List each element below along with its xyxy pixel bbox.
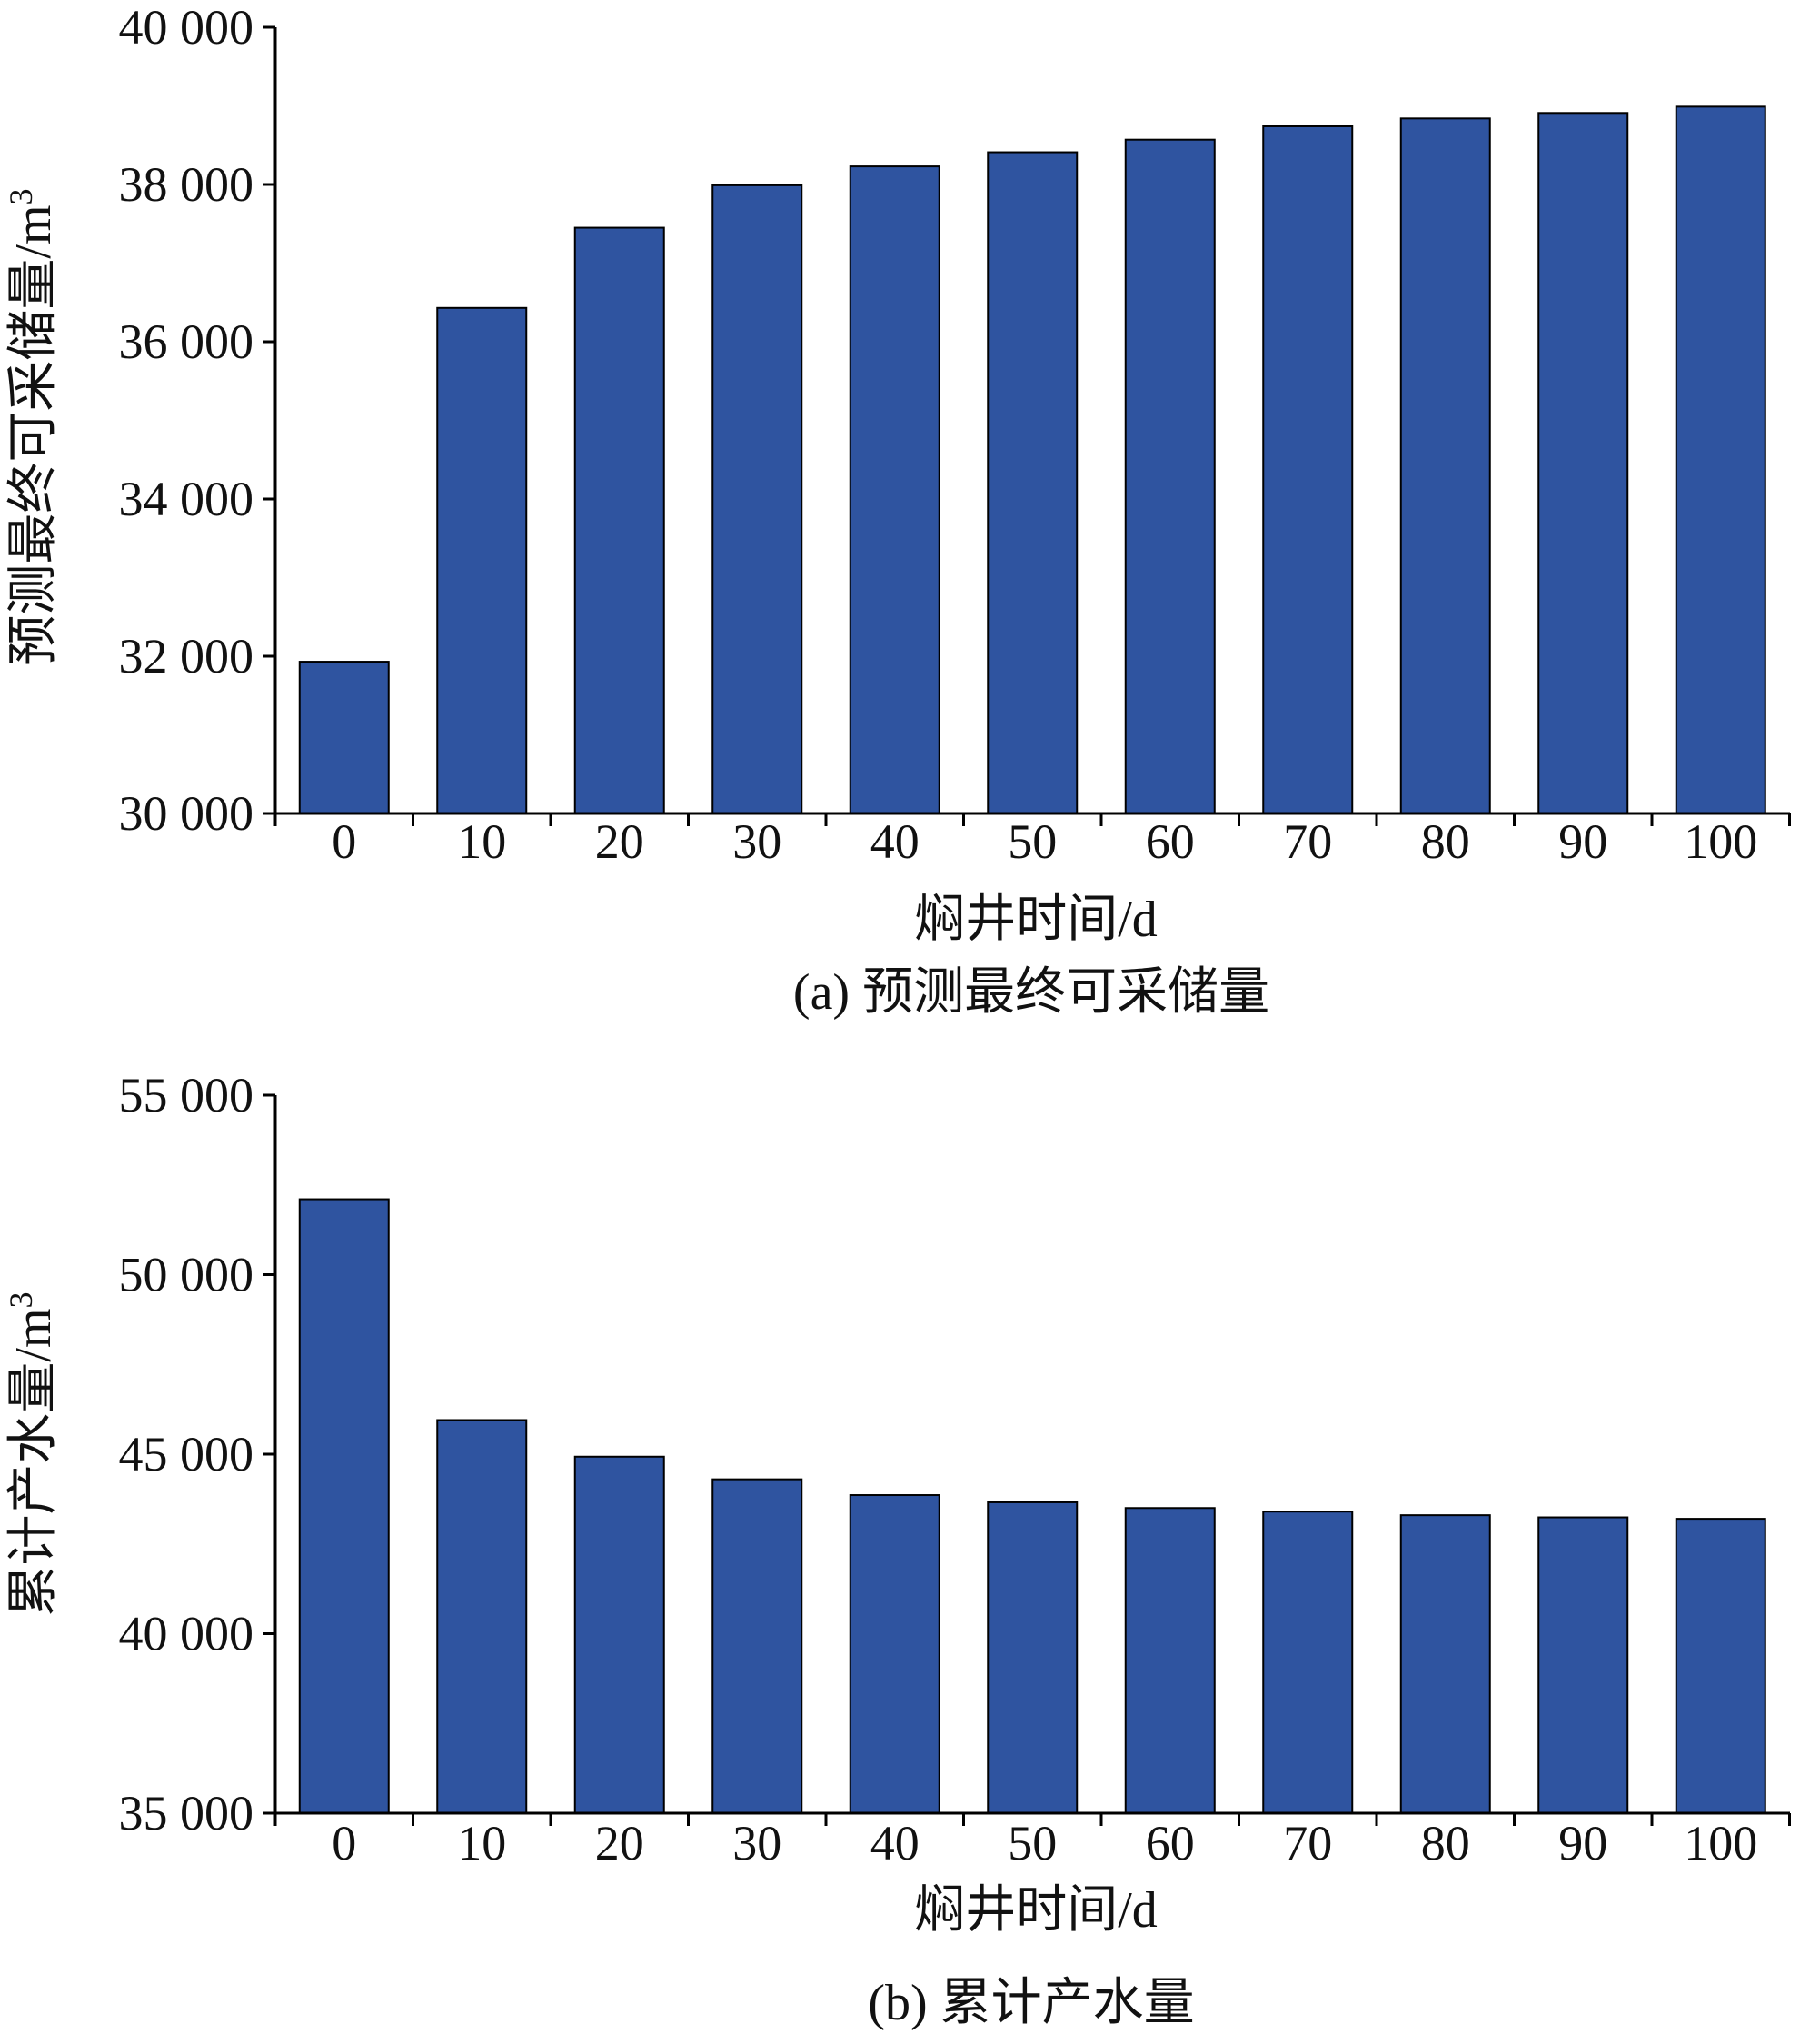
chart-b-caption: (b) 累计产水量 bbox=[868, 1975, 1194, 2031]
chart-a-bar bbox=[849, 165, 940, 815]
chart-b-x-tick-label: 100 bbox=[1684, 1816, 1757, 1870]
chart-b-x-tick-label: 0 bbox=[332, 1816, 356, 1870]
chart-a-y-tick-label: 36 000 bbox=[119, 314, 254, 369]
chart-a-y-tick-label: 38 000 bbox=[119, 157, 254, 212]
chart-b-y-tick-label: 45 000 bbox=[119, 1427, 254, 1481]
chart-a-x-tick-label: 40 bbox=[870, 814, 920, 869]
chart-a-x-ticks: 0 10 20 30 40 50 60 70 80 90 100 bbox=[273, 813, 1791, 869]
chart-b-bar bbox=[1675, 1518, 1766, 1814]
chart-a-bar bbox=[1399, 117, 1491, 814]
chart-a-x-tick-label: 60 bbox=[1146, 814, 1195, 869]
chart-b-x-tick-label: 80 bbox=[1421, 1816, 1470, 1870]
chart-b-bar bbox=[298, 1198, 390, 1815]
chart-a-x-tick-label: 20 bbox=[595, 814, 644, 869]
chart-b-bar bbox=[987, 1501, 1079, 1815]
chart-a-x-tick-label: 10 bbox=[457, 814, 506, 869]
chart-b: 35 000 40 000 45 000 50 000 55 000 0 10 20 30 40… bbox=[3, 1068, 1791, 2031]
chart-b-bar bbox=[1537, 1516, 1629, 1815]
chart-b-bar bbox=[1124, 1507, 1216, 1814]
chart-a-x-tick-label: 80 bbox=[1421, 814, 1470, 869]
chart-a-bar bbox=[987, 151, 1079, 815]
chart-b-y-ticks: 35 000 40 000 45 000 50 000 55 000 bbox=[119, 1068, 275, 1840]
chart-a-y-axis-title: 预测最终可采储量/m3 bbox=[3, 188, 62, 665]
chart-b-x-tick-label: 40 bbox=[870, 1816, 920, 1870]
chart-a-y-tick-label: 32 000 bbox=[119, 629, 254, 683]
chart-b-x-ticks: 0 10 20 30 40 50 60 70 80 90 100 bbox=[273, 1813, 1791, 1870]
chart-b-x-tick-label: 90 bbox=[1558, 1816, 1607, 1870]
chart-b-x-tick-label: 70 bbox=[1283, 1816, 1332, 1870]
chart-b-x-tick-label: 20 bbox=[595, 1816, 644, 1870]
chart-b-bar bbox=[711, 1478, 803, 1815]
chart-a-bar bbox=[298, 661, 390, 814]
chart-a-bar bbox=[711, 184, 803, 815]
chart-a-x-tick-label: 90 bbox=[1558, 814, 1607, 869]
chart-a-y-tick-label: 30 000 bbox=[119, 786, 254, 841]
chart-a-bar bbox=[1537, 112, 1629, 815]
chart-b-bar bbox=[849, 1494, 940, 1815]
chart-b-y-tick-label: 50 000 bbox=[119, 1248, 254, 1302]
chart-b-y-axis-title-superscript: 3 bbox=[3, 1291, 39, 1308]
chart-a: 30 000 32 000 34 000 36 000 38 000 40 000 0 10… bbox=[3, 0, 1791, 1021]
chart-a-x-tick-label: 30 bbox=[732, 814, 781, 869]
chart-a-caption: (a) 预测最终可采储量 bbox=[793, 964, 1269, 1021]
chart-a-bar bbox=[1262, 125, 1354, 815]
chart-a-x-tick-label: 70 bbox=[1283, 814, 1332, 869]
chart-b-y-tick-label: 55 000 bbox=[119, 1068, 254, 1122]
chart-b-x-tick-label: 10 bbox=[457, 1816, 506, 1870]
chart-a-x-tick-label: 0 bbox=[332, 814, 356, 869]
chart-a-bar bbox=[573, 226, 665, 814]
chart-b-bar bbox=[436, 1419, 528, 1814]
chart-a-bar bbox=[436, 306, 528, 814]
chart-b-bar bbox=[573, 1455, 665, 1814]
chart-b-bar bbox=[1262, 1511, 1354, 1814]
chart-b-bars bbox=[298, 1198, 1766, 1815]
chart-a-y-axis-title-superscript: 3 bbox=[3, 188, 39, 204]
chart-a-y-tick-label: 34 000 bbox=[119, 472, 254, 526]
chart-b-y-axis-title-main: 累计产水量/m bbox=[5, 1308, 62, 1616]
chart-b-x-tick-label: 60 bbox=[1146, 1816, 1195, 1870]
chart-b-x-tick-label: 30 bbox=[732, 1816, 781, 1870]
chart-a-bar bbox=[1124, 138, 1216, 814]
chart-b-bar bbox=[1399, 1514, 1491, 1815]
chart-a-x-tick-label: 100 bbox=[1684, 814, 1757, 869]
chart-a-x-tick-label: 50 bbox=[1008, 814, 1057, 869]
chart-b-y-tick-label: 35 000 bbox=[119, 1786, 254, 1840]
chart-a-y-tick-label: 40 000 bbox=[119, 0, 254, 55]
chart-b-y-tick-label: 40 000 bbox=[119, 1607, 254, 1661]
chart-a-x-axis-title: 焖井时间/d bbox=[914, 892, 1158, 948]
chart-b-x-tick-label: 50 bbox=[1008, 1816, 1057, 1870]
chart-a-bars bbox=[298, 105, 1766, 815]
chart-b-y-axis-title: 累计产水量/m3 bbox=[3, 1291, 62, 1616]
chart-a-y-axis-title-main: 预测最终可采储量/m bbox=[5, 204, 62, 665]
chart-a-bar bbox=[1675, 105, 1766, 815]
chart-b-x-axis-title: 焖井时间/d bbox=[914, 1882, 1158, 1939]
chart-a-y-ticks: 30 000 32 000 34 000 36 000 38 000 40 000 bbox=[119, 0, 275, 841]
